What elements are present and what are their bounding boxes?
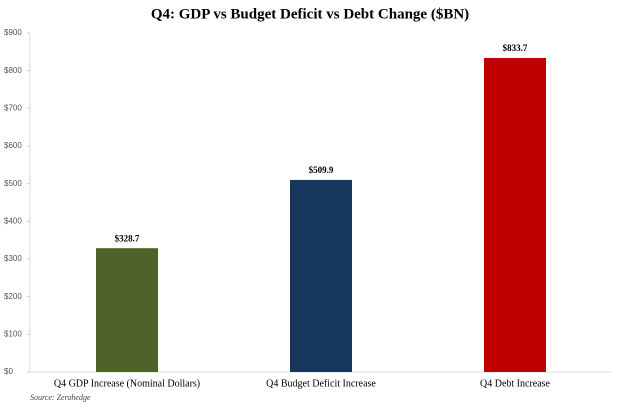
y-tick-label: $0 [4, 367, 13, 376]
chart-title: Q4: GDP vs Budget Deficit vs Debt Change… [151, 6, 469, 22]
y-tick-label: $500 [4, 179, 22, 188]
y-tick-label: $900 [4, 28, 22, 37]
y-tick-label: $100 [4, 329, 22, 338]
value-label: $833.7 [503, 43, 528, 53]
y-tick-label: $400 [4, 216, 22, 225]
y-tick-label: $600 [4, 141, 22, 150]
y-tick-label: $200 [4, 292, 22, 301]
y-tick-label: $700 [4, 103, 22, 112]
y-tick-label: $300 [4, 254, 22, 263]
x-tick-label: Q4 GDP Increase (Nominal Dollars) [54, 378, 200, 389]
bar [290, 179, 352, 372]
value-label: $328.7 [115, 233, 140, 243]
y-tick-label: $800 [4, 66, 22, 75]
bar [96, 248, 158, 372]
x-tick-label: Q4 Debt Increase [480, 378, 551, 389]
source: Source: Zerohedge [30, 393, 91, 402]
bar [484, 57, 546, 373]
value-label: $509.9 [309, 165, 334, 175]
x-tick-label: Q4 Budget Deficit Increase [266, 378, 376, 389]
